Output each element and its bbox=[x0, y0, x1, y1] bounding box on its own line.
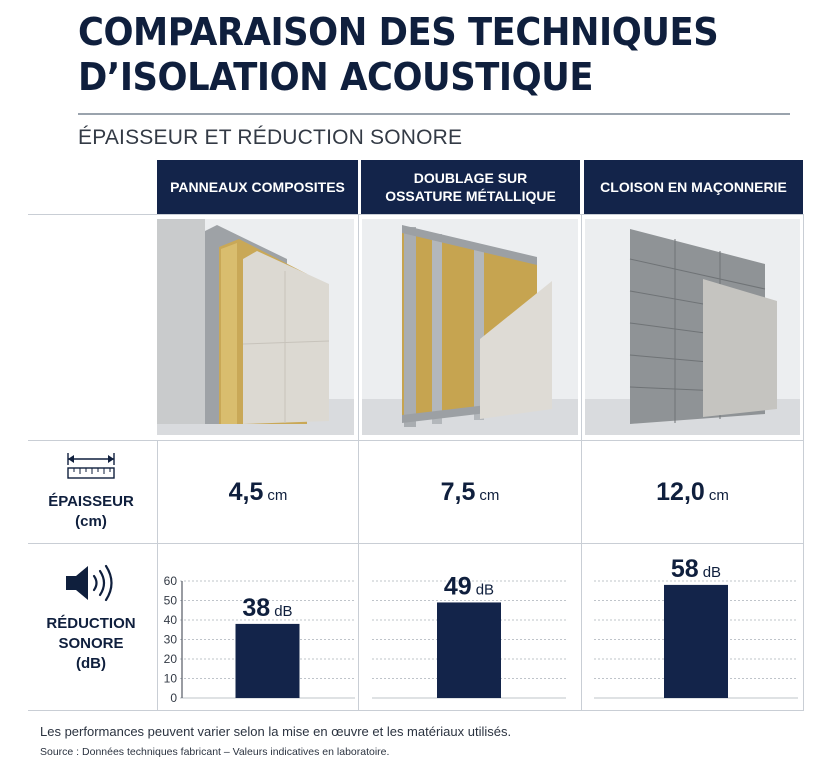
speaker-icon bbox=[64, 563, 118, 603]
bar-data-label: 49 dB bbox=[444, 572, 494, 600]
reduction-row-label: RÉDUCTION SONORE (dB) bbox=[46, 615, 136, 672]
thickness-value-metal-frame: 7,5 cm bbox=[359, 478, 581, 514]
y-tick-label: 30 bbox=[164, 633, 178, 647]
thickness-value-masonry: 12,0 cm bbox=[582, 478, 803, 514]
bar bbox=[437, 602, 501, 698]
grid-line bbox=[28, 543, 804, 544]
metal-frame-illustration bbox=[362, 219, 578, 435]
y-tick-label: 60 bbox=[164, 574, 178, 588]
grid-line bbox=[157, 440, 158, 710]
thickness-value-composites: 4,5 cm bbox=[158, 478, 358, 514]
source-note: Source : Données techniques fabricant – … bbox=[40, 746, 390, 758]
grid-line bbox=[358, 214, 359, 710]
y-tick-label: 40 bbox=[164, 613, 178, 627]
thickness-number: 7,5 bbox=[440, 478, 476, 506]
grid-line bbox=[28, 710, 804, 711]
thickness-unit: cm bbox=[479, 487, 500, 504]
y-tick-label: 0 bbox=[170, 691, 177, 705]
thickness-unit: cm bbox=[708, 487, 729, 504]
footnote: Les performances peuvent varier selon la… bbox=[40, 724, 512, 739]
thickness-number: 4,5 bbox=[228, 478, 264, 506]
grid-line bbox=[581, 214, 582, 710]
title-divider bbox=[78, 113, 790, 115]
bar bbox=[664, 584, 728, 698]
thickness-unit: cm bbox=[267, 487, 288, 504]
grid-line bbox=[28, 214, 804, 215]
title-line-2: D’ISOLATION ACOUSTIQUE bbox=[78, 55, 594, 99]
subtitle: ÉPAISSEUR ET RÉDUCTION SONORE bbox=[78, 126, 463, 149]
grid-line bbox=[803, 214, 804, 710]
column-header-masonry: CLOISON EN MAÇONNERIE bbox=[584, 160, 803, 214]
y-tick-label: 10 bbox=[164, 672, 178, 686]
title-line-1: COMPARAISON DES TECHNIQUES bbox=[78, 10, 719, 54]
ruler-icon bbox=[66, 451, 116, 481]
thickness-row-label: ÉPAISSEUR (cm) bbox=[48, 493, 134, 530]
column-header-label: CLOISON EN MAÇONNERIE bbox=[600, 179, 787, 195]
column-header-label: DOUBLAGE SUR OSSATURE MÉTALLIQUE bbox=[385, 170, 556, 204]
column-header-metal-frame: DOUBLAGE SUR OSSATURE MÉTALLIQUE bbox=[361, 160, 580, 214]
y-tick-label: 50 bbox=[164, 594, 178, 608]
composite-panel-illustration bbox=[157, 219, 354, 435]
grid-line bbox=[28, 440, 804, 441]
page-title: COMPARAISON DES TECHNIQUES D’ISOLATION A… bbox=[78, 10, 766, 100]
column-header-composites: PANNEAUX COMPOSITES bbox=[157, 160, 358, 214]
bar bbox=[235, 623, 300, 698]
masonry-wall-illustration bbox=[585, 219, 800, 435]
thickness-number: 12,0 bbox=[656, 478, 705, 506]
column-header-label: PANNEAUX COMPOSITES bbox=[170, 179, 345, 195]
y-tick-label: 20 bbox=[164, 652, 178, 666]
bar-data-label: 38 dB bbox=[242, 594, 292, 622]
bar-data-label: 58 dB bbox=[671, 555, 721, 583]
